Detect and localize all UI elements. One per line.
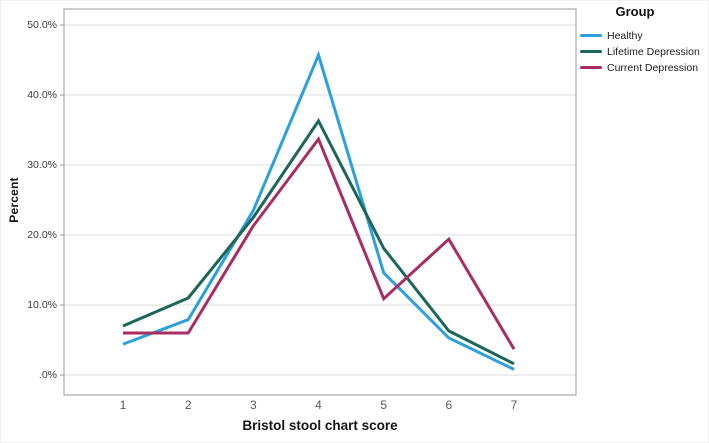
y-tick-label: .0% — [38, 369, 57, 381]
x-tick-label: 4 — [315, 398, 322, 412]
legend-line-swatch-icon — [580, 34, 602, 37]
y-tick-label: 50.0% — [27, 19, 57, 31]
x-tick-label: 6 — [445, 398, 453, 412]
legend-line-swatch-icon — [580, 66, 602, 69]
y-axis-title: Percent — [7, 177, 21, 223]
y-tick-label: 10.0% — [27, 299, 57, 311]
legend-line-swatch-icon — [580, 50, 602, 53]
series-line-lifetime-depression — [122, 117, 515, 366]
legend-title: Group — [615, 4, 655, 19]
legend-item-label: Current Depression — [607, 61, 699, 74]
series-line-current-depression — [123, 136, 516, 350]
legend-item-lifetime-depression: Lifetime Depression — [580, 45, 708, 58]
y-tick-label: 30.0% — [27, 159, 57, 171]
plot-frame — [63, 8, 577, 396]
legend-item-label: Lifetime Depression — [607, 45, 700, 58]
legend-item-healthy: Healthy — [580, 29, 708, 42]
y-tick-label: 40.0% — [27, 89, 57, 101]
x-tick-label: 7 — [510, 398, 518, 412]
legend: Group Healthy Lifetime Depression Current … — [580, 4, 708, 77]
series-line-healthy — [122, 50, 515, 371]
legend-item-label: Healthy — [607, 29, 643, 42]
x-tick-label: 3 — [249, 398, 257, 412]
x-tick-label: 2 — [184, 398, 192, 412]
x-tick-label: 1 — [119, 398, 127, 412]
x-axis-title: Bristol stool chart score — [242, 418, 398, 433]
legend-item-current-depression: Current Depression — [580, 61, 708, 74]
y-tick-label: 20.0% — [27, 229, 57, 241]
x-tick-label: 5 — [380, 398, 387, 412]
legend-items: Healthy Lifetime Depression Current Depres… — [580, 29, 708, 74]
